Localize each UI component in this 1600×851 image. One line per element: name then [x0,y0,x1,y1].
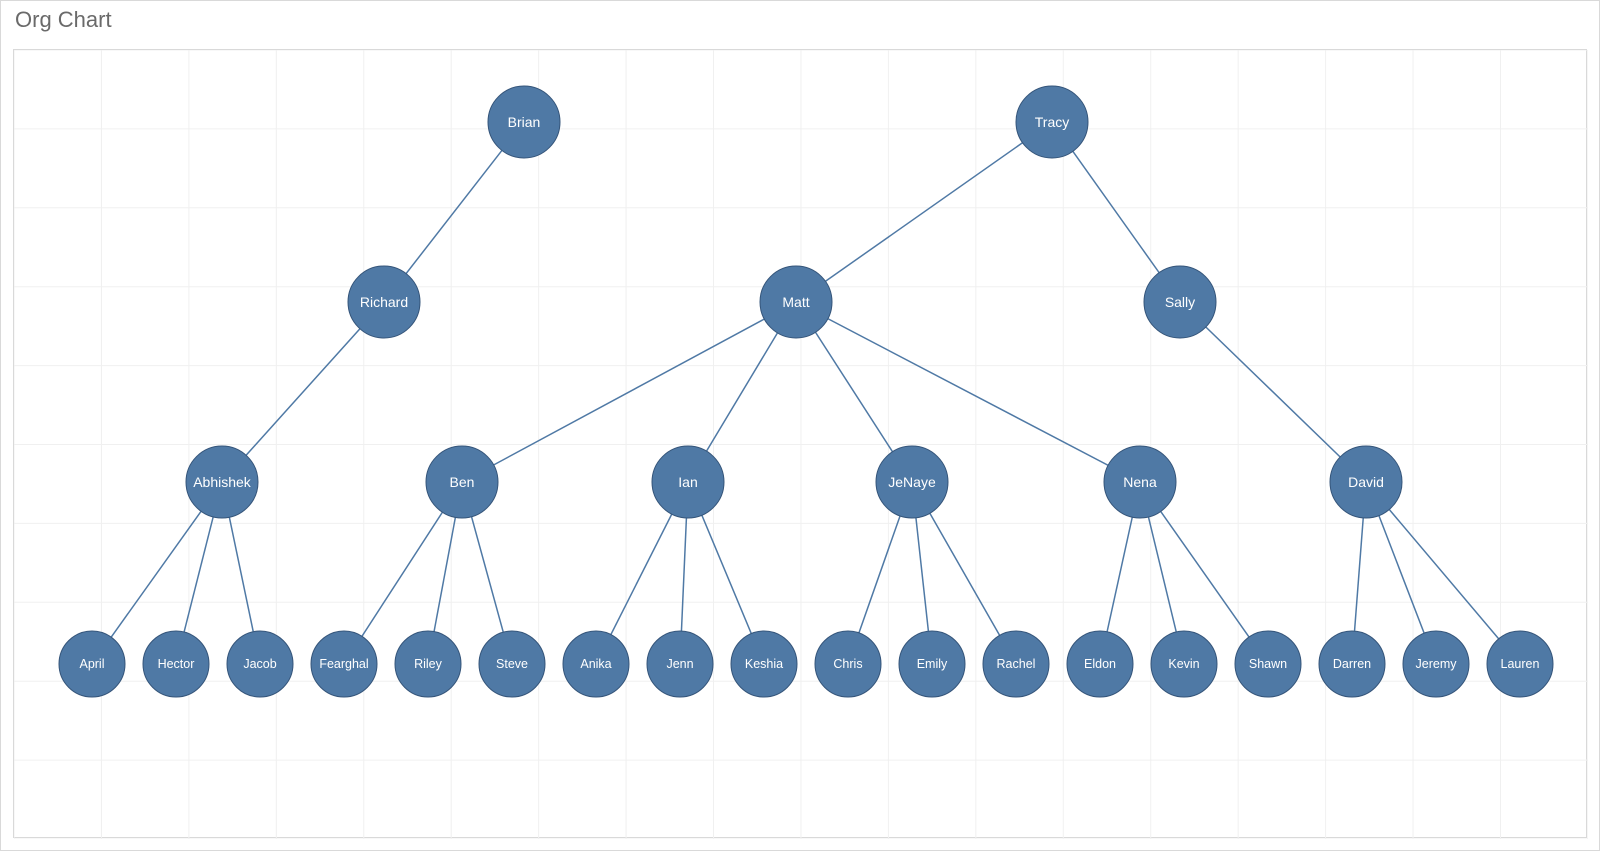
node-label-emily: Emily [917,657,948,671]
nodes: Brian Tracy Richard Matt Sally Abhishek Ben Ian… [59,86,1553,697]
node-eldon[interactable]: Eldon [1067,631,1133,697]
node-steve[interactable]: Steve [479,631,545,697]
panel: Org Chart Brian Tracy Richard Matt Sally Abhi… [0,0,1600,851]
node-label-matt: Matt [782,294,809,310]
node-label-fearghal: Fearghal [319,657,368,671]
node-label-nena: Nena [1123,474,1157,490]
page-title: Org Chart [15,7,112,33]
edge-matt-ben [462,302,796,482]
node-label-david: David [1348,474,1384,490]
node-label-tracy: Tracy [1035,114,1069,130]
node-label-anika: Anika [580,657,611,671]
org-chart-svg: Brian Tracy Richard Matt Sally Abhishek Ben Ian… [14,50,1588,839]
node-jeremy[interactable]: Jeremy [1403,631,1469,697]
node-ian[interactable]: Ian [652,446,724,518]
node-emily[interactable]: Emily [899,631,965,697]
node-label-brian: Brian [508,114,541,130]
node-label-shawn: Shawn [1249,657,1287,671]
org-chart-container: Brian Tracy Richard Matt Sally Abhishek Ben Ian… [13,49,1587,838]
node-label-keshia: Keshia [745,657,783,671]
node-nena[interactable]: Nena [1104,446,1176,518]
node-label-jenn: Jenn [666,657,693,671]
node-riley[interactable]: Riley [395,631,461,697]
edge-matt-nena [796,302,1140,482]
edge-sally-david [1180,302,1366,482]
node-label-steve: Steve [496,657,528,671]
node-keshia[interactable]: Keshia [731,631,797,697]
node-label-kevin: Kevin [1168,657,1199,671]
node-jacob[interactable]: Jacob [227,631,293,697]
node-jenn[interactable]: Jenn [647,631,713,697]
node-label-jacob: Jacob [243,657,276,671]
node-label-sally: Sally [1165,294,1195,310]
edges [92,122,1520,664]
node-brian[interactable]: Brian [488,86,560,158]
node-label-riley: Riley [414,657,443,671]
node-label-chris: Chris [833,657,862,671]
node-anika[interactable]: Anika [563,631,629,697]
node-label-ben: Ben [450,474,475,490]
node-label-jeremy: Jeremy [1416,657,1458,671]
edge-tracy-matt [796,122,1052,302]
node-fearghal[interactable]: Fearghal [311,631,377,697]
node-chris[interactable]: Chris [815,631,881,697]
node-jenaye[interactable]: JeNaye [876,446,948,518]
node-rachel[interactable]: Rachel [983,631,1049,697]
node-label-darren: Darren [1333,657,1371,671]
node-hector[interactable]: Hector [143,631,209,697]
node-darren[interactable]: Darren [1319,631,1385,697]
node-label-eldon: Eldon [1084,657,1116,671]
node-richard[interactable]: Richard [348,266,420,338]
node-label-rachel: Rachel [997,657,1036,671]
node-david[interactable]: David [1330,446,1402,518]
node-matt[interactable]: Matt [760,266,832,338]
node-shawn[interactable]: Shawn [1235,631,1301,697]
node-abhishek[interactable]: Abhishek [186,446,258,518]
node-april[interactable]: April [59,631,125,697]
node-label-hector: Hector [158,657,195,671]
node-label-abhishek: Abhishek [193,474,252,490]
node-label-lauren: Lauren [1501,657,1540,671]
node-lauren[interactable]: Lauren [1487,631,1553,697]
node-label-richard: Richard [360,294,408,310]
node-label-ian: Ian [678,474,697,490]
node-kevin[interactable]: Kevin [1151,631,1217,697]
node-tracy[interactable]: Tracy [1016,86,1088,158]
grid [14,50,1588,839]
node-sally[interactable]: Sally [1144,266,1216,338]
node-ben[interactable]: Ben [426,446,498,518]
node-label-jenaye: JeNaye [888,474,936,490]
node-label-april: April [79,657,104,671]
